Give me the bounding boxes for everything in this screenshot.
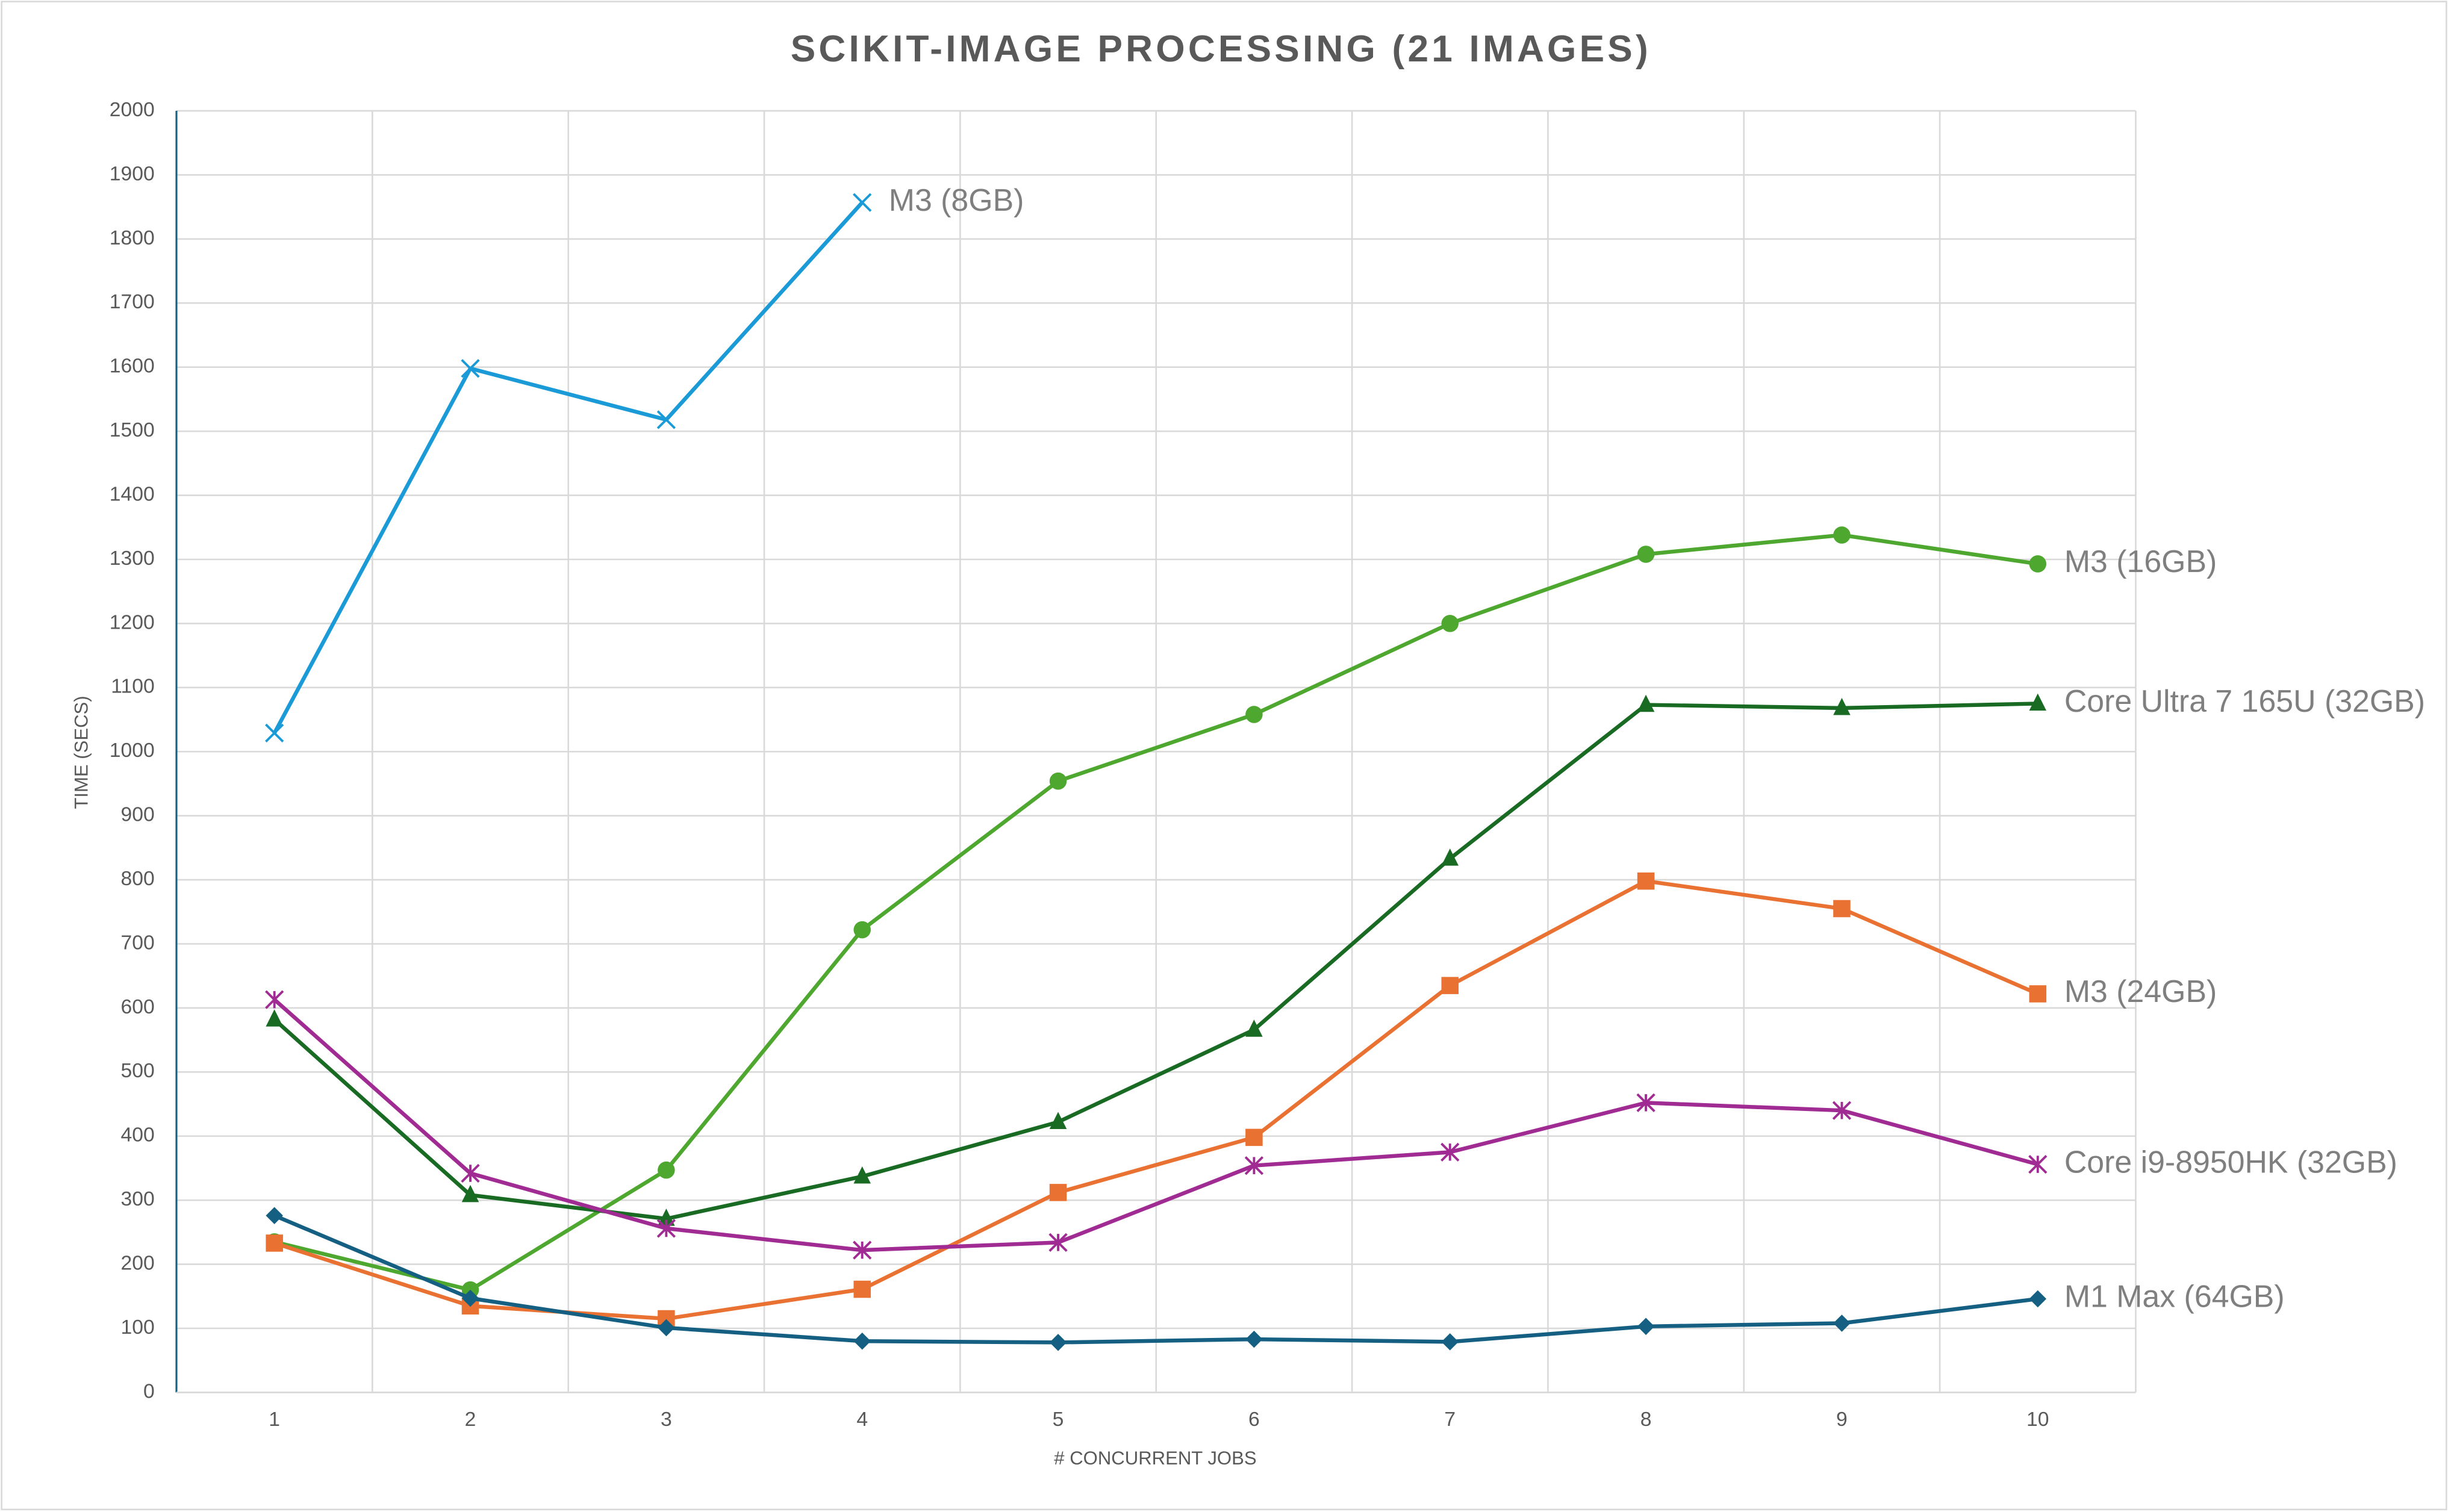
y-tick-label: 1800 bbox=[110, 226, 155, 249]
marker bbox=[1049, 772, 1067, 790]
marker bbox=[1637, 694, 1655, 712]
marker bbox=[1636, 1093, 1655, 1113]
y-tick-label: 1500 bbox=[110, 418, 155, 441]
marker bbox=[2029, 985, 2047, 1003]
y-tick-label: 700 bbox=[120, 931, 154, 954]
marker bbox=[266, 1009, 283, 1027]
marker bbox=[2029, 555, 2047, 573]
marker bbox=[1833, 526, 1851, 544]
x-tick-label: 7 bbox=[1444, 1408, 1456, 1431]
marker bbox=[1049, 1184, 1067, 1201]
x-tick-label: 4 bbox=[856, 1408, 868, 1431]
marker bbox=[1637, 546, 1655, 563]
marker bbox=[2028, 1154, 2048, 1174]
marker bbox=[1440, 1142, 1460, 1162]
y-tick-label: 1700 bbox=[110, 290, 155, 313]
x-tick-label: 9 bbox=[1836, 1408, 1848, 1431]
marker bbox=[853, 1333, 871, 1350]
y-tick-label: 0 bbox=[143, 1380, 155, 1402]
marker bbox=[1244, 1156, 1264, 1175]
marker bbox=[461, 1184, 479, 1202]
series-line bbox=[273, 702, 2038, 1221]
marker bbox=[658, 1161, 675, 1179]
y-tick-label: 2000 bbox=[110, 98, 155, 121]
marker bbox=[656, 410, 676, 429]
x-tick-label: 2 bbox=[465, 1408, 476, 1431]
series-label: Core Ultra 7 165U (32GB) bbox=[2064, 683, 2425, 718]
marker bbox=[853, 1166, 871, 1184]
x-tick-label: 1 bbox=[269, 1408, 280, 1431]
marker bbox=[853, 1280, 871, 1298]
marker bbox=[1441, 977, 1459, 994]
marker bbox=[1637, 872, 1655, 890]
x-axis-title: # CONCURRENT JOBS bbox=[1054, 1448, 1256, 1469]
y-tick-label: 100 bbox=[120, 1316, 154, 1339]
marker bbox=[853, 193, 872, 212]
marker bbox=[658, 1319, 675, 1337]
marker bbox=[1833, 900, 1851, 918]
y-tick-label: 400 bbox=[120, 1124, 154, 1146]
marker bbox=[853, 1240, 872, 1260]
y-tick-label: 1100 bbox=[111, 675, 154, 698]
series-label: M3 (16GB) bbox=[2064, 544, 2217, 579]
x-tick-label: 8 bbox=[1640, 1408, 1652, 1431]
marker bbox=[266, 1207, 283, 1224]
series-line bbox=[273, 1213, 2038, 1345]
series-line bbox=[273, 998, 2038, 1252]
y-tick-label: 1600 bbox=[110, 355, 155, 378]
marker bbox=[461, 1163, 480, 1183]
marker bbox=[266, 1234, 283, 1252]
marker bbox=[1441, 848, 1459, 866]
x-tick-label: 6 bbox=[1248, 1408, 1260, 1431]
marker bbox=[1832, 1101, 1852, 1120]
y-axis-title: TIME (SECS) bbox=[71, 695, 92, 809]
marker bbox=[1049, 1112, 1067, 1130]
x-tick-label: 5 bbox=[1053, 1408, 1064, 1431]
marker bbox=[1833, 1314, 1851, 1332]
y-tick-label: 1300 bbox=[110, 547, 155, 570]
marker bbox=[1441, 1333, 1459, 1351]
marker bbox=[1048, 1233, 1068, 1252]
series-label: M1 Max (64GB) bbox=[2064, 1279, 2285, 1314]
series-label: Core i9-8950HK (32GB) bbox=[2064, 1144, 2397, 1179]
y-tick-label: 1200 bbox=[110, 611, 155, 633]
y-tick-label: 500 bbox=[120, 1059, 154, 1082]
marker bbox=[265, 990, 284, 1009]
y-tick-label: 300 bbox=[120, 1187, 154, 1210]
series-label: M3 (8GB) bbox=[889, 182, 1024, 217]
marker bbox=[2029, 1290, 2047, 1308]
series-line bbox=[273, 533, 2038, 1292]
series-label: M3 (24GB) bbox=[2064, 974, 2217, 1009]
marker bbox=[1049, 1334, 1067, 1351]
marker bbox=[2029, 693, 2047, 711]
y-tick-label: 200 bbox=[120, 1251, 154, 1274]
marker bbox=[1441, 615, 1459, 632]
y-tick-label: 900 bbox=[120, 803, 154, 826]
x-tick-label: 3 bbox=[661, 1408, 672, 1431]
marker bbox=[658, 1209, 675, 1226]
marker bbox=[1245, 1019, 1263, 1037]
y-tick-label: 1400 bbox=[110, 482, 155, 505]
y-tick-label: 600 bbox=[120, 995, 154, 1018]
marker bbox=[265, 723, 284, 743]
y-tick-label: 1900 bbox=[110, 162, 155, 185]
marker bbox=[1833, 698, 1851, 715]
marker bbox=[1245, 706, 1263, 723]
x-tick-label: 10 bbox=[2026, 1408, 2049, 1431]
marker bbox=[1245, 1330, 1263, 1348]
marker bbox=[1637, 1318, 1655, 1336]
marker bbox=[656, 1219, 676, 1238]
marker bbox=[461, 359, 480, 378]
y-tick-label: 1000 bbox=[110, 739, 155, 762]
marker bbox=[853, 921, 871, 939]
chart-title: SCIKIT-IMAGE PROCESSING (21 IMAGES) bbox=[791, 28, 1651, 70]
marker bbox=[1245, 1128, 1263, 1146]
y-tick-label: 800 bbox=[120, 867, 154, 890]
series-line bbox=[272, 201, 864, 734]
